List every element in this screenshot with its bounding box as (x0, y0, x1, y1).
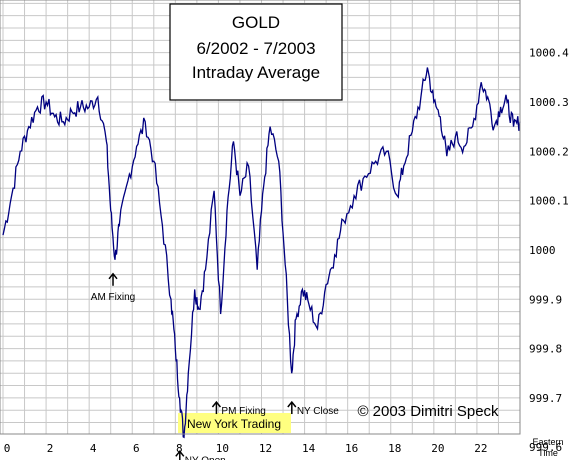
y-tick-label: 1000.1 (529, 195, 569, 208)
annotation-label: PM Fixing (221, 406, 265, 417)
y-tick-label: 999.7 (529, 392, 562, 405)
highlight-band (178, 413, 291, 433)
y-tick-label: 1000 (529, 244, 556, 257)
series-line-gold-average (2, 67, 521, 439)
x-tick-label: 16 (345, 442, 358, 455)
annotation-label: AM Fixing (91, 292, 135, 303)
x-tick-label: 22 (474, 442, 487, 455)
annotation-label: NY Open (185, 455, 226, 460)
plot-frame (0, 0, 521, 435)
annotation-am-fixing: AM Fixing (91, 272, 135, 303)
y-tick-label: 1000.4 (529, 47, 569, 60)
x-axis-label-line-1: Eastern (532, 437, 563, 447)
arrow-head-icon (108, 272, 118, 280)
chart-title-line-3: Intraday Average (192, 63, 320, 82)
x-tick-label: 4 (90, 442, 97, 455)
arrow-head-icon (211, 400, 222, 408)
y-tick-label: 1000.2 (529, 145, 569, 158)
x-tick-label: 14 (302, 442, 316, 455)
y-tick-label: 999.9 (529, 293, 562, 306)
x-tick-label: 12 (259, 442, 272, 455)
x-tick-label: 20 (431, 442, 444, 455)
chart-title-line-2: 6/2002 - 7/2003 (196, 39, 315, 58)
y-tick-label: 1000.3 (529, 96, 569, 109)
highlight-label: New York Trading (187, 417, 281, 431)
x-tick-label: 10 (216, 442, 229, 455)
chart-title-line-1: GOLD (232, 13, 280, 32)
y-axis-ticks: 999.6 999.7 999.8 999.9 1000 1000.1 1000.2 1000… (529, 47, 569, 455)
arrow-head-icon (175, 450, 185, 457)
arrow-head-icon (287, 400, 297, 408)
x-tick-label: 18 (388, 442, 401, 455)
title-box (169, 3, 343, 101)
annotation-pm-fixing: PM Fixing (211, 400, 266, 417)
copyright-text: © 2003 Dimitri Speck (357, 403, 499, 420)
x-tick-label: 2 (47, 442, 54, 455)
y-tick-label: 999.6 (529, 441, 562, 454)
x-tick-label: 0 (4, 442, 11, 455)
annotation-label: NY Close (297, 406, 339, 417)
x-axis-label-line-2: Time (538, 448, 558, 458)
x-axis-ticks: 0 2 4 6 8 10 12 14 16 18 20 22 (4, 442, 488, 455)
x-tick-label: 6 (133, 442, 140, 455)
x-tick-label: 8 (176, 442, 183, 455)
y-tick-label: 999.8 (529, 343, 562, 356)
annotation-ny-close: NY Close (287, 400, 339, 417)
